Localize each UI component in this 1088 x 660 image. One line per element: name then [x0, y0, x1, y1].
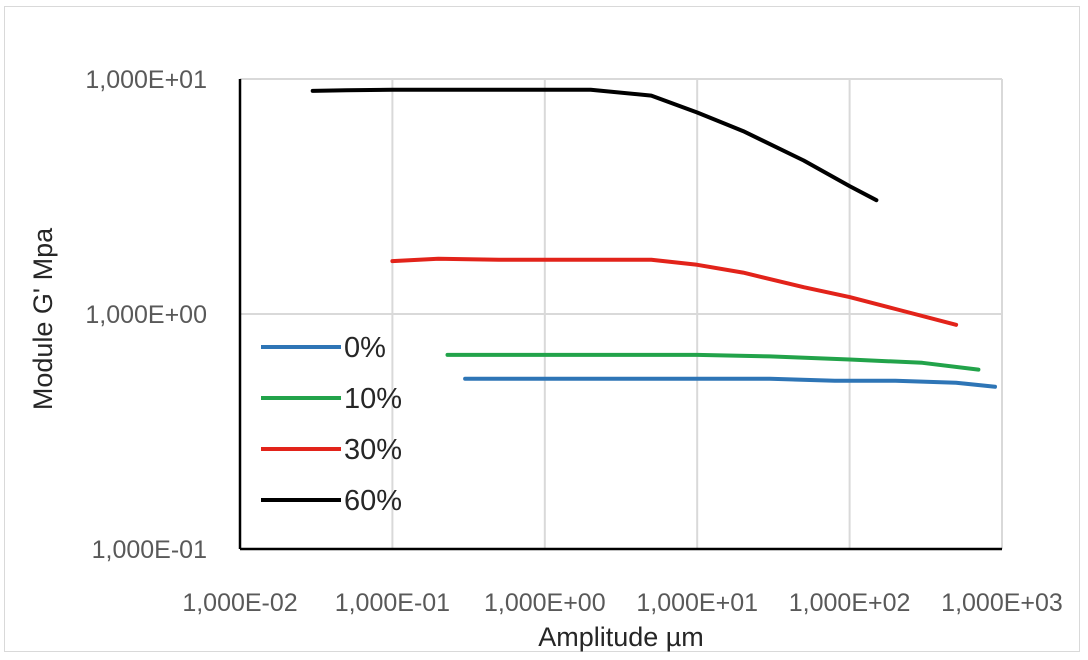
legend: 0% 10% 30% 60%: [261, 332, 402, 517]
x-tick-label: 1,000E-02: [182, 589, 297, 617]
chart-frame: 1,000E-02 1,000E-01 1,000E+00 1,000E+01 1,00…: [4, 6, 1080, 652]
chart-svg: 1,000E-02 1,000E-01 1,000E+00 1,000E+01 1,00…: [28, 66, 1063, 652]
legend-label-1: 10%: [344, 383, 402, 415]
series-line-1: [445, 352, 981, 372]
series-line-3: [310, 87, 879, 203]
legend-label-2: 30%: [344, 434, 402, 466]
y-axis-title: Module G' Mpa: [28, 227, 58, 410]
x-tick-label: 1,000E-01: [335, 589, 450, 617]
y-tick-label: 1,000E+00: [85, 301, 207, 329]
x-tick-label: 1,000E+03: [941, 589, 1063, 617]
x-tick-label: 1,000E+01: [636, 589, 758, 617]
axes-layer: [238, 79, 1002, 551]
y-tick-label: 1,000E+01: [85, 66, 207, 94]
x-tick-label: 1,000E+00: [484, 589, 606, 617]
series-line-0: [463, 376, 997, 389]
tick-labels: 1,000E-02 1,000E-01 1,000E+00 1,000E+01 1,00…: [85, 66, 1062, 617]
grid-layer: [239, 78, 1003, 550]
series-line-2: [390, 256, 959, 327]
y-tick-label: 1,000E-01: [92, 536, 207, 564]
x-axis-title: Amplitude µm: [538, 622, 704, 652]
series-layer: [310, 87, 997, 389]
legend-label-3: 60%: [344, 485, 402, 517]
legend-label-0: 0%: [344, 332, 386, 364]
x-tick-label: 1,000E+02: [789, 589, 911, 617]
